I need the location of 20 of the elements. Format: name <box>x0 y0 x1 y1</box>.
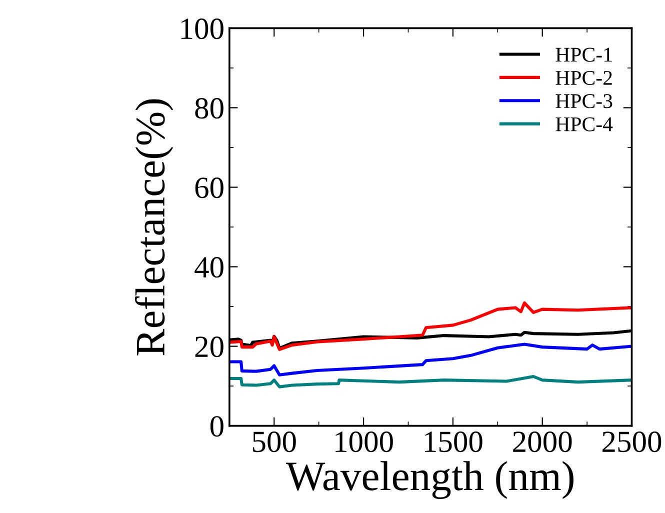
y-axis-title: Reflectance(%) <box>134 99 174 356</box>
x-tick-label: 1500 <box>425 432 482 452</box>
y-tick-label: 0 <box>210 416 224 437</box>
y-tick-label: 80 <box>195 98 224 119</box>
line-series <box>229 374 632 388</box>
legend-label: HPC-2 <box>556 70 612 85</box>
y-tick-label: 40 <box>194 257 224 278</box>
x-axis-title: Wavelength (nm) <box>286 461 574 500</box>
x-tick-label: 2000 <box>513 432 572 452</box>
y-tick-label: 100 <box>181 18 224 40</box>
legend-label: HPC-3 <box>556 94 612 108</box>
line-series <box>229 342 632 376</box>
y-tick-label: 60 <box>195 178 224 198</box>
line-series <box>229 301 632 351</box>
legend-label: HPC-1 <box>556 48 612 62</box>
x-tick-label: 2500 <box>602 432 662 452</box>
x-tick-label: 1000 <box>336 432 393 452</box>
legend-label: HPC-4 <box>556 117 613 132</box>
x-tick-label: 500 <box>252 432 296 452</box>
y-tick-label: 20 <box>195 336 224 358</box>
